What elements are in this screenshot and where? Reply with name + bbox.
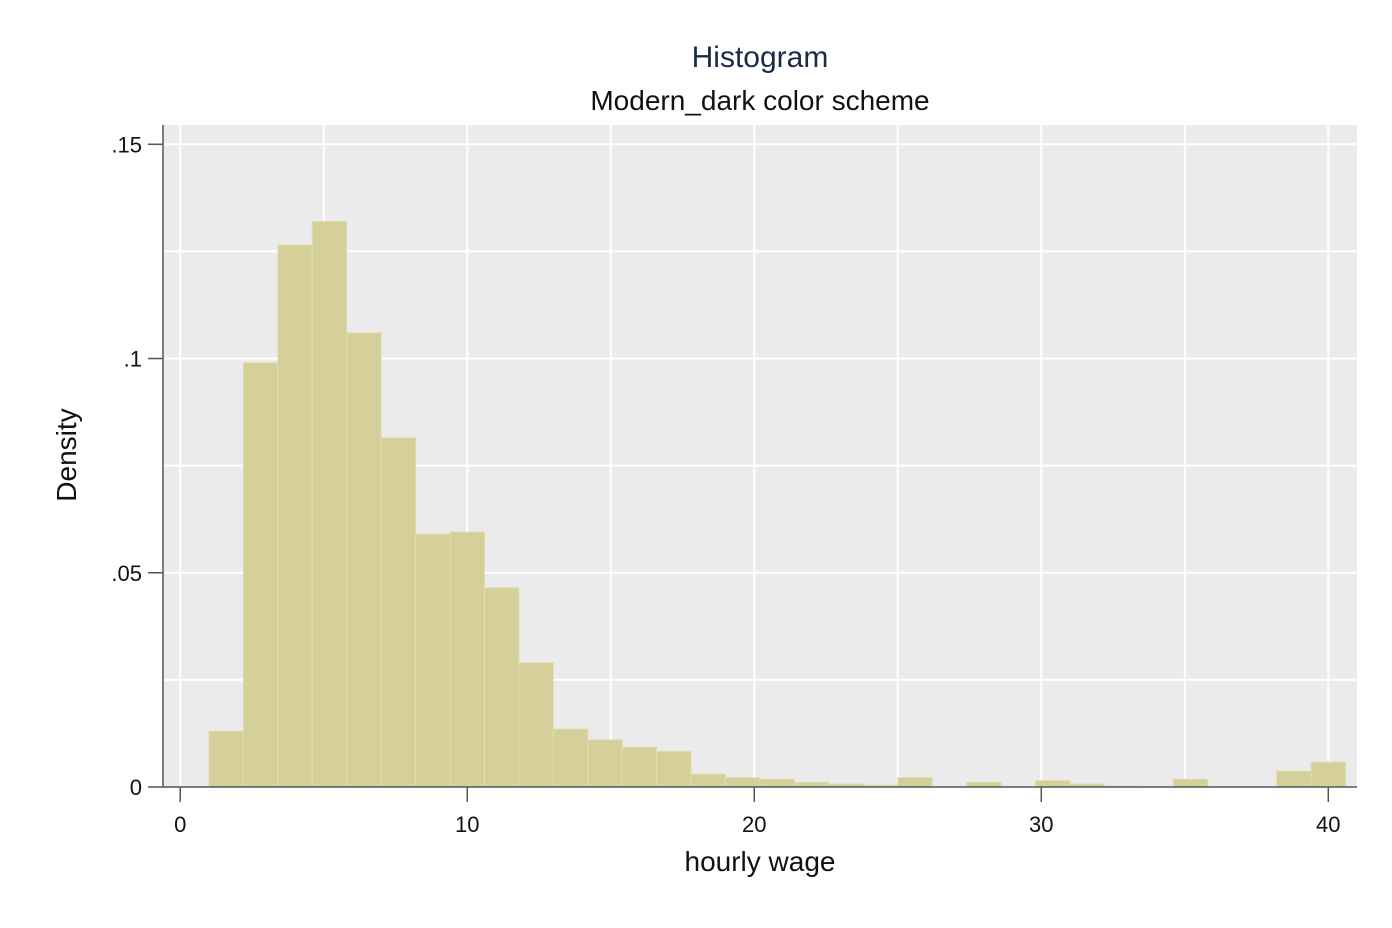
histogram-bar — [415, 533, 451, 788]
y-tick-label: 0 — [130, 775, 142, 800]
histogram-bar — [242, 362, 279, 788]
histogram-bar — [311, 220, 348, 788]
histogram-bar — [897, 777, 933, 788]
x-tick-label: 20 — [742, 812, 766, 837]
histogram-bar — [208, 730, 244, 788]
chart-subtitle: Modern_dark color scheme — [590, 85, 929, 116]
histogram-bar — [1172, 778, 1209, 788]
histogram-bar — [690, 773, 727, 788]
x-tick-label: 40 — [1316, 812, 1340, 837]
histogram-bar — [759, 778, 795, 788]
histogram-bar — [587, 739, 623, 788]
histogram-bar — [656, 750, 692, 788]
histogram-bar — [346, 332, 382, 788]
histogram-bar — [1310, 761, 1347, 788]
x-tick-label: 0 — [174, 812, 186, 837]
histogram-bar — [380, 437, 417, 788]
x-axis-label: hourly wage — [685, 846, 836, 877]
histogram-bar — [449, 531, 485, 788]
gridlines — [163, 125, 1357, 787]
x-tick-label: 10 — [455, 812, 479, 837]
histogram-bar — [1276, 770, 1312, 788]
y-tick-label: .1 — [124, 347, 142, 372]
histogram-bar — [518, 662, 554, 788]
histogram-bar — [277, 244, 313, 788]
histogram-bar — [552, 728, 589, 788]
chart-title: Histogram — [692, 41, 829, 74]
axes: 0 .05 .1 .15 0 10 20 30 40 — [111, 125, 1357, 837]
y-axis-label: Density — [51, 408, 82, 501]
histogram-bar — [1035, 780, 1071, 788]
histogram-bar — [725, 777, 761, 788]
x-tick-label: 30 — [1029, 812, 1053, 837]
y-tick-label: .05 — [111, 561, 142, 586]
histogram-bars — [208, 220, 1347, 788]
y-tick-label: .15 — [111, 132, 142, 157]
histogram-bar — [483, 587, 520, 788]
histogram-bar — [621, 746, 658, 788]
